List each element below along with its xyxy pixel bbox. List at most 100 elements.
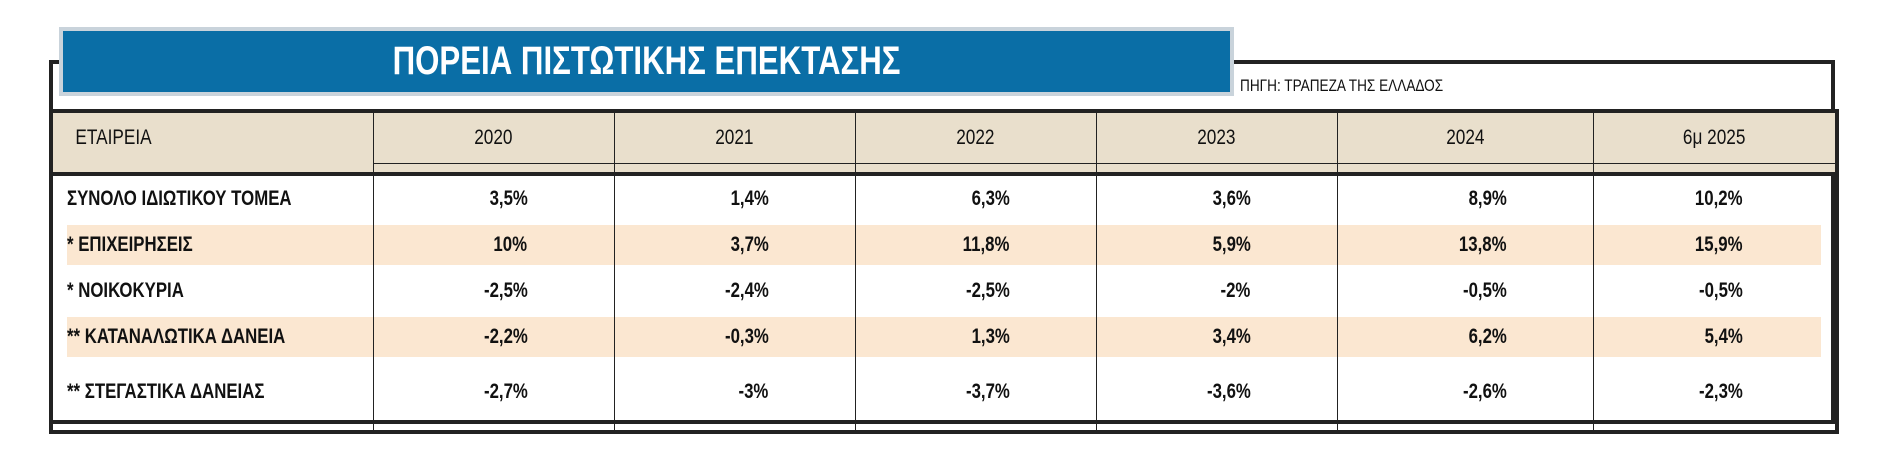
value-cell: 11,8% (854, 222, 1096, 268)
column-header-label: ΕΤΑΙΡΕΙΑ (75, 126, 152, 150)
header-divider (854, 163, 1096, 176)
column-header-label: 2021 (715, 126, 754, 149)
header-divider (613, 163, 855, 176)
cell-value: 10% (493, 233, 528, 256)
value-cell: 3,5% (372, 174, 614, 222)
value-cell: -3% (613, 360, 855, 434)
cell-background: -0,5% (1338, 271, 1593, 311)
column-header-company: ΕΤΑΙΡΕΙΑ (49, 109, 373, 164)
row-label: * ΝΟΙΚΟΚΥΡΙΑ (67, 279, 184, 302)
header-underline-row (49, 163, 1839, 176)
value-cell: -3,6% (1095, 360, 1337, 434)
cell-value: 3,5% (489, 187, 528, 210)
cell-background: -2,7% (374, 372, 614, 412)
cell-background: ** ΣΤΕΓΑΣΤΙΚΑ ΔΑΝΕΙΑΣ (67, 372, 373, 412)
cell-value: -2,5% (483, 279, 528, 302)
row-label-cell: ΣΥΝΟΛΟ ΙΔΙΩΤΙΚΟΥ ΤΟΜΕΑ (49, 174, 373, 222)
cell-background: 6,3% (856, 179, 1096, 219)
cell-value: -3,7% (965, 380, 1010, 403)
cell-background: 8,9% (1338, 179, 1593, 219)
value-cell: 10,2% (1592, 174, 1839, 222)
cell-background: 3,5% (374, 179, 614, 219)
row-label-cell: * ΝΟΙΚΟΚΥΡΙΑ (49, 268, 373, 314)
table-row: ΣΥΝΟΛΟ ΙΔΙΩΤΙΚΟΥ ΤΟΜΕΑ 3,5% 1,4% 6,3% 3,6% 8,… (49, 174, 1839, 222)
column-header-2022: 2022 (854, 109, 1096, 164)
value-cell: 13,8% (1336, 222, 1593, 268)
cell-background: 5,4% (1593, 317, 1821, 357)
cell-value: -0,5% (1699, 279, 1743, 302)
cell-background: 10% (373, 225, 614, 265)
table-row: * ΝΟΙΚΟΚΥΡΙΑ -2,5% -2,4% -2,5% -2% -0,5% -0,5% (49, 268, 1839, 314)
row-label-cell: ** ΣΤΕΓΑΣΤΙΚΑ ΔΑΝΕΙΑΣ (49, 360, 373, 434)
header-divider (1592, 163, 1839, 176)
cell-value: 3,6% (1212, 187, 1251, 210)
value-cell: 6,2% (1336, 314, 1593, 360)
cell-background: 6,2% (1337, 317, 1593, 357)
table-body: ΣΥΝΟΛΟ ΙΔΙΩΤΙΚΟΥ ΤΟΜΕΑ 3,5% 1,4% 6,3% 3,6% 8,… (49, 174, 1839, 434)
value-cell: 6,3% (854, 174, 1096, 222)
cell-background: ΣΥΝΟΛΟ ΙΔΙΩΤΙΚΟΥ ΤΟΜΕΑ (67, 179, 373, 219)
cell-background: 10,2% (1594, 179, 1822, 219)
cell-background: -0,5% (1594, 271, 1822, 311)
cell-value: -2,7% (483, 380, 528, 403)
cell-value: 6,3% (971, 187, 1010, 210)
cell-value: 11,8% (962, 233, 1010, 256)
cell-background: 3,7% (614, 225, 855, 265)
cell-background: 3,6% (1097, 179, 1337, 219)
header-row: ΕΤΑΙΡΕΙΑ 2020 2021 2022 2023 2024 6μ 202… (49, 109, 1839, 164)
column-header-label: 2024 (1445, 126, 1485, 149)
header-divider (1336, 163, 1593, 176)
cell-background: -3% (615, 372, 855, 412)
row-label: ** ΚΑΤΑΝΑΛΩΤΙΚΑ ΔΑΝΕΙΑ (67, 325, 286, 348)
row-label: ** ΣΤΕΓΑΣΤΙΚΑ ΔΑΝΕΙΑΣ (67, 380, 265, 403)
value-cell: -2,3% (1592, 360, 1839, 434)
value-cell: -3,7% (854, 360, 1096, 434)
value-cell: -2,5% (372, 268, 614, 314)
column-header-2021: 2021 (613, 109, 855, 164)
cell-value: 3,4% (1212, 325, 1251, 348)
cell-value: -2,5% (965, 279, 1010, 302)
cell-background: -2,5% (374, 271, 614, 311)
value-cell: 3,6% (1095, 174, 1337, 222)
column-header-6m-2025: 6μ 2025 (1592, 109, 1839, 164)
column-header-2024: 2024 (1336, 109, 1593, 164)
value-cell: 10% (372, 222, 614, 268)
header-divider (372, 163, 614, 176)
cell-value: 5,4% (1704, 325, 1743, 348)
cell-value: 15,9% (1695, 233, 1743, 256)
cell-background: * ΝΟΙΚΟΚΥΡΙΑ (67, 271, 373, 311)
cell-value: -0,5% (1462, 279, 1507, 302)
cell-value: 1,3% (971, 325, 1010, 348)
cell-value: -2,4% (724, 279, 769, 302)
value-cell: -0,3% (613, 314, 855, 360)
cell-value: -2,3% (1699, 380, 1743, 403)
cell-background: -2,2% (373, 317, 614, 357)
value-cell: 3,4% (1095, 314, 1337, 360)
value-cell: -2,7% (372, 360, 614, 434)
column-header-2020: 2020 (372, 109, 614, 164)
column-header-label: 6μ 2025 (1682, 126, 1746, 149)
cell-background: -3,6% (1097, 372, 1337, 412)
value-cell: 5,4% (1592, 314, 1839, 360)
cell-value: -2,6% (1462, 380, 1507, 403)
header-divider (49, 163, 373, 176)
cell-value: -2,2% (483, 325, 528, 348)
cell-background: 5,9% (1096, 225, 1337, 265)
column-header-label: 2020 (474, 126, 513, 149)
cell-background: 13,8% (1337, 225, 1593, 265)
cell-background: -0,3% (614, 317, 855, 357)
cell-background: 1,4% (615, 179, 855, 219)
column-header-label: 2023 (1197, 126, 1236, 149)
cell-background: -2% (1097, 271, 1337, 311)
value-cell: 1,4% (613, 174, 855, 222)
credit-expansion-table: ΕΤΑΙΡΕΙΑ 2020 2021 2022 2023 2024 6μ 202… (49, 109, 1839, 434)
row-label-cell: ** ΚΑΤΑΝΑΛΩΤΙΚΑ ΔΑΝΕΙΑ (49, 314, 373, 360)
cell-value: 3,7% (730, 233, 769, 256)
cell-background: * ΕΠΙΧΕΙΡΗΣΕΙΣ (67, 225, 373, 265)
table-row: * ΕΠΙΧΕΙΡΗΣΕΙΣ 10% 3,7% 11,8% 5,9% 13,8% 15,9% (49, 222, 1839, 268)
cell-background: -2,4% (615, 271, 855, 311)
column-header-label: 2022 (956, 126, 995, 149)
cell-background: -2,5% (856, 271, 1096, 311)
row-label: * ΕΠΙΧΕΙΡΗΣΕΙΣ (67, 233, 193, 256)
cell-value: 8,9% (1468, 187, 1507, 210)
